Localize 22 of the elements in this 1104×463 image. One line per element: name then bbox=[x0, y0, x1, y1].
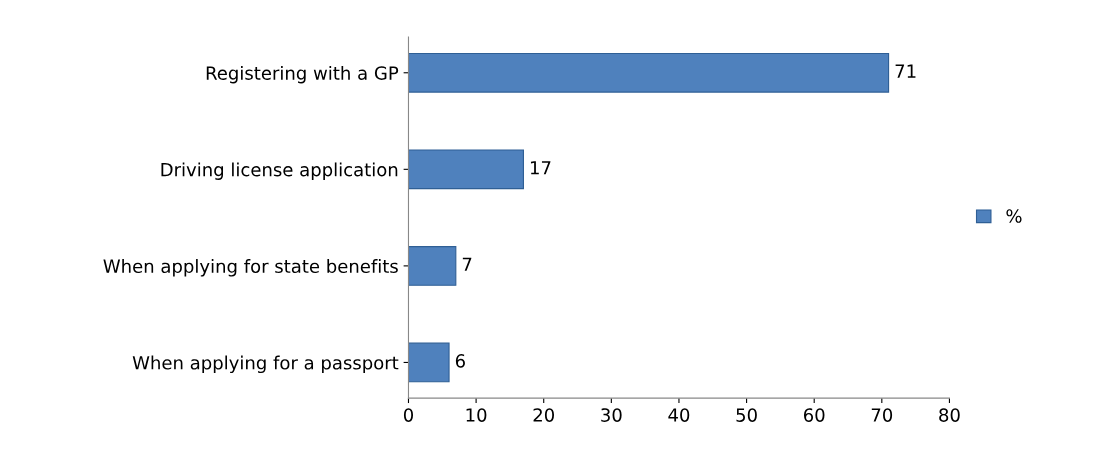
y-tick-label: Driving license application bbox=[161, 162, 398, 180]
y-tick-label: When applying for a passport bbox=[132, 355, 399, 374]
y-tick-label: Registering with a GP bbox=[206, 65, 399, 84]
x-tick-label: 50 bbox=[736, 408, 757, 422]
bar bbox=[408, 149, 524, 190]
data-label: 6 bbox=[455, 354, 465, 368]
x-tick-label: 20 bbox=[533, 408, 555, 422]
data-label: 71 bbox=[895, 64, 916, 78]
x-tick-label: 70 bbox=[871, 408, 893, 422]
x-tick-label: 30 bbox=[601, 408, 622, 422]
bar bbox=[408, 342, 450, 383]
data-label: 17 bbox=[530, 161, 551, 175]
x-tick-label: 40 bbox=[668, 408, 690, 422]
x-tick-label: 80 bbox=[939, 408, 960, 422]
x-tick-label: 0 bbox=[403, 408, 414, 422]
x-tick-label: 10 bbox=[466, 408, 487, 422]
data-label: 7 bbox=[462, 257, 472, 271]
legend-label: % bbox=[1006, 209, 1022, 223]
x-tick-label: 60 bbox=[803, 408, 825, 422]
bar bbox=[408, 246, 457, 286]
bar bbox=[408, 52, 890, 93]
y-tick-label: When applying for state benefits bbox=[103, 259, 398, 277]
